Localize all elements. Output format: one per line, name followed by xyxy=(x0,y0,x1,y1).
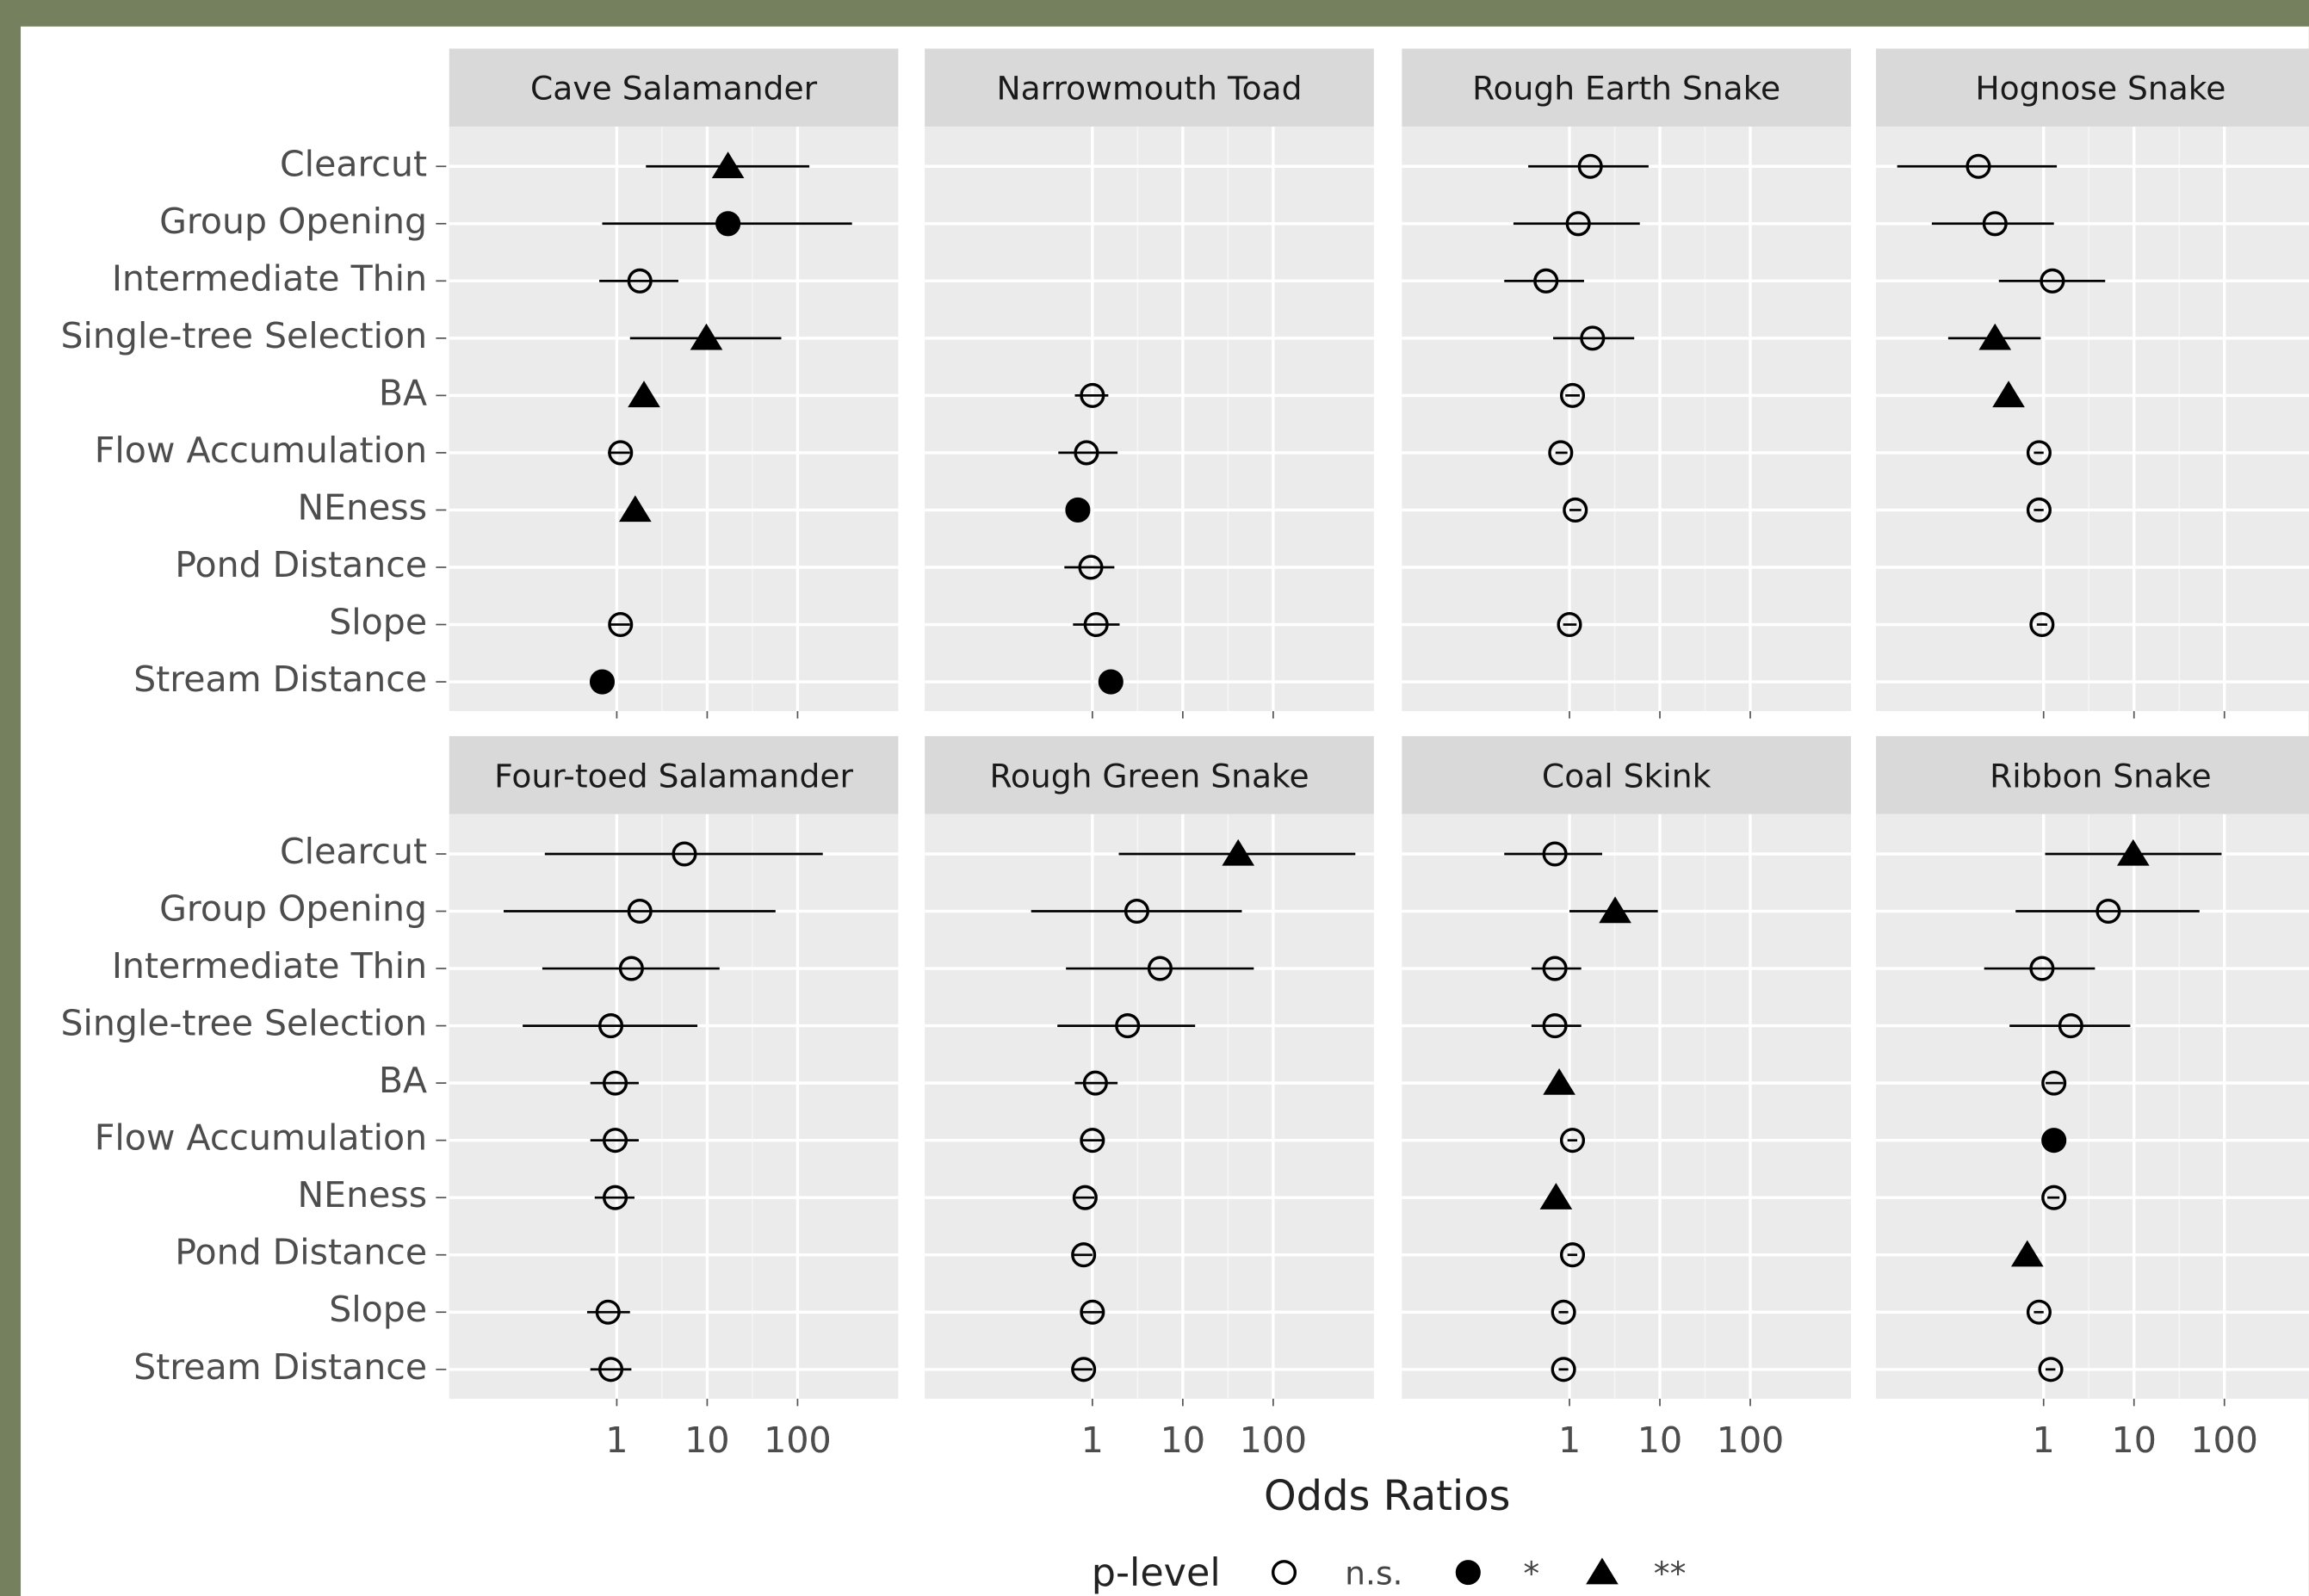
legend-key xyxy=(1457,1562,1479,1584)
strip-title: Cave Salamander xyxy=(530,70,818,108)
x-tick-label: 1 xyxy=(1081,1420,1104,1461)
strip-title: Coal Skink xyxy=(1542,757,1712,795)
y-tick-label: Intermediate Thin xyxy=(112,257,427,299)
y-tick-label: Stream Distance xyxy=(133,1346,427,1388)
x-tick-label: 1 xyxy=(1558,1420,1581,1461)
legend-title: p-level xyxy=(1092,1551,1221,1595)
y-tick-label: Stream Distance xyxy=(133,659,427,700)
y-tick-label: Clearcut xyxy=(280,831,427,872)
page: Odds Ratios p-level Cave Salamander 1 10 10… xyxy=(0,0,2309,1596)
strip-title: Hognose Snake xyxy=(1975,70,2225,108)
y-tick-label: Single-tree Selection xyxy=(60,1003,427,1044)
strip-title: Four-toed Salamander xyxy=(494,757,853,795)
strip-title: Narrowmouth Toad xyxy=(997,70,1303,108)
y-tick-label: Intermediate Thin xyxy=(112,945,427,987)
x-tick-label: 1 xyxy=(2033,1420,2055,1461)
chart: Odds Ratios p-level Cave Salamander 1 10 10… xyxy=(0,0,2309,1596)
x-tick-label: 100 xyxy=(1717,1420,1784,1461)
legend-label: * xyxy=(1523,1555,1539,1593)
x-tick-label: 10 xyxy=(1161,1420,1205,1461)
x-tick-label: 10 xyxy=(1637,1420,1682,1461)
strip-title: Rough Earth Snake xyxy=(1472,70,1780,108)
x-tick-label: 100 xyxy=(764,1420,831,1461)
x-axis-title: Odds Ratios xyxy=(1264,1473,1510,1520)
y-tick-label: BA xyxy=(379,372,427,413)
legend-label: n.s. xyxy=(1345,1555,1402,1593)
y-tick-label: Pond Distance xyxy=(175,544,427,585)
x-tick-label: 10 xyxy=(684,1420,729,1461)
y-tick-label: Flow Accumulation xyxy=(95,430,427,471)
y-tick-label: Flow Accumulation xyxy=(95,1117,427,1159)
point xyxy=(591,671,614,693)
point xyxy=(2043,1129,2065,1152)
strip-title: Ribbon Snake xyxy=(1990,757,2211,795)
strip-title: Rough Green Snake xyxy=(989,757,1309,795)
point xyxy=(717,213,740,235)
y-tick-label: Group Opening xyxy=(159,201,427,242)
y-tick-label: Group Opening xyxy=(159,888,427,930)
y-tick-label: Pond Distance xyxy=(175,1232,427,1273)
y-tick-label: NEness xyxy=(297,486,427,528)
legend-label: ** xyxy=(1654,1555,1687,1593)
point xyxy=(1099,671,1122,693)
y-tick-label: Slope xyxy=(329,1289,427,1330)
y-tick-label: Clearcut xyxy=(280,143,427,184)
y-tick-label: NEness xyxy=(297,1174,427,1216)
x-tick-label: 1 xyxy=(605,1420,628,1461)
y-tick-label: BA xyxy=(379,1060,427,1101)
x-tick-label: 100 xyxy=(2191,1420,2258,1461)
y-tick-label: Slope xyxy=(329,602,427,643)
y-tick-label: Single-tree Selection xyxy=(60,315,427,356)
point xyxy=(1067,499,1089,522)
x-tick-label: 100 xyxy=(1240,1420,1307,1461)
x-tick-label: 10 xyxy=(2112,1420,2157,1461)
